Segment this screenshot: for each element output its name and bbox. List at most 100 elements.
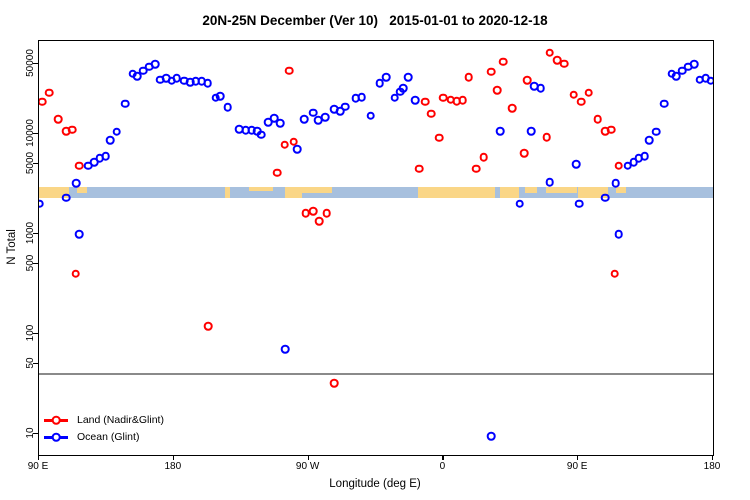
y-tick-mark: [33, 133, 38, 135]
ocean-point: [105, 135, 115, 145]
land-point: [75, 161, 84, 171]
ocean-point: [120, 99, 130, 109]
land-point: [45, 88, 54, 97]
ocean-point: [403, 72, 413, 82]
ocean-point: [614, 229, 623, 239]
land-point: [434, 133, 444, 142]
land-point: [519, 149, 529, 158]
ocean-point: [571, 159, 581, 169]
ocean-point: [112, 127, 122, 137]
land-point: [322, 208, 331, 218]
land-point: [39, 97, 47, 107]
ocean-point: [706, 76, 713, 86]
map-band-land-segment: [224, 187, 230, 199]
land-point: [272, 168, 282, 178]
land-point: [67, 125, 77, 135]
map-band-land-segment: [417, 187, 495, 199]
ocean-point: [689, 59, 699, 69]
land-point: [487, 67, 496, 76]
ocean-point: [660, 99, 669, 109]
ocean-point: [257, 130, 266, 140]
land-point: [203, 321, 213, 331]
ocean-point: [293, 145, 302, 154]
x-tick-mark: [38, 455, 40, 460]
y-tick-label: 100: [25, 324, 36, 342]
map-band-land-segment: [525, 187, 537, 194]
ocean-point: [651, 127, 661, 137]
legend-label: Ocean (Glint): [77, 431, 140, 443]
map-band-ocean: [39, 187, 713, 199]
land-point: [458, 95, 468, 105]
land-point: [593, 115, 602, 124]
land-point: [284, 66, 294, 75]
land-point: [606, 125, 616, 135]
y-tick-label: 50000: [25, 49, 36, 77]
chart-title: 20N-25N December (Ver 10) 2015-01-01 to …: [202, 13, 548, 28]
ocean-point: [39, 199, 45, 209]
ocean-point: [375, 79, 385, 88]
map-band-land-segment: [545, 187, 577, 194]
x-tick-mark: [307, 455, 309, 460]
map-band-land-segment: [302, 187, 332, 194]
y-tick-mark: [33, 363, 38, 365]
land-point: [314, 216, 324, 226]
land-point: [576, 97, 586, 107]
legend-entry: Land (Nadir&Glint): [44, 412, 244, 429]
x-tick-label: 180: [164, 461, 182, 472]
ocean-point: [574, 199, 584, 209]
ocean-point: [357, 92, 367, 102]
legend-label: Land (Nadir&Glint): [77, 414, 164, 426]
ocean-point: [132, 71, 142, 81]
land-point: [415, 164, 424, 173]
land-point: [472, 164, 481, 173]
ocean-point: [487, 431, 496, 441]
legend-marker-circle: [51, 416, 61, 425]
ocean-point: [640, 151, 650, 161]
ocean-point: [390, 93, 400, 102]
ocean-point: [410, 96, 420, 105]
land-point: [71, 269, 80, 279]
ocean-point: [223, 102, 233, 112]
legend: Land (Nadir&Glint) Ocean (Glint): [44, 412, 244, 446]
ocean-point: [203, 78, 212, 88]
x-tick-label: 180: [703, 461, 721, 472]
ocean-point: [536, 83, 546, 93]
legend-entry: Ocean (Glint): [44, 429, 244, 446]
land-point: [308, 207, 318, 216]
x-tick-mark: [712, 455, 714, 460]
x-axis-label: Longitude (deg E): [329, 478, 421, 490]
ocean-point: [496, 127, 505, 136]
ocean-point: [275, 118, 285, 128]
land-point: [280, 140, 289, 150]
ocean-point: [526, 127, 536, 136]
land-point: [493, 85, 502, 95]
ocean-point: [61, 193, 71, 203]
ocean-point: [299, 115, 309, 124]
land-point: [499, 57, 508, 66]
land-point: [289, 137, 298, 146]
ocean-point: [335, 107, 345, 116]
x-tick-mark: [172, 455, 174, 460]
ocean-point: [545, 177, 555, 187]
ocean-point: [269, 114, 279, 123]
ocean-point: [515, 199, 525, 209]
y-tick-label: 500: [25, 254, 36, 272]
y-tick-mark: [33, 233, 38, 235]
land-point: [610, 269, 620, 279]
y-tick-mark: [33, 263, 38, 265]
map-band-land-segment: [39, 187, 69, 199]
ocean-point: [75, 229, 84, 239]
y-tick-label: 10: [25, 427, 36, 439]
ocean-point: [308, 108, 318, 118]
plot-area: Land (Nadir&Glint) Ocean (Glint): [38, 40, 714, 456]
y-axis-label: N Total: [6, 229, 18, 265]
ocean-point: [215, 91, 225, 101]
land-point: [569, 90, 578, 100]
ocean-point: [645, 135, 654, 145]
x-tick-label: 90 E: [27, 461, 49, 472]
y-tick-mark: [33, 333, 38, 335]
ocean-point: [340, 102, 350, 112]
land-point: [54, 115, 63, 124]
x-tick-mark: [577, 455, 579, 460]
